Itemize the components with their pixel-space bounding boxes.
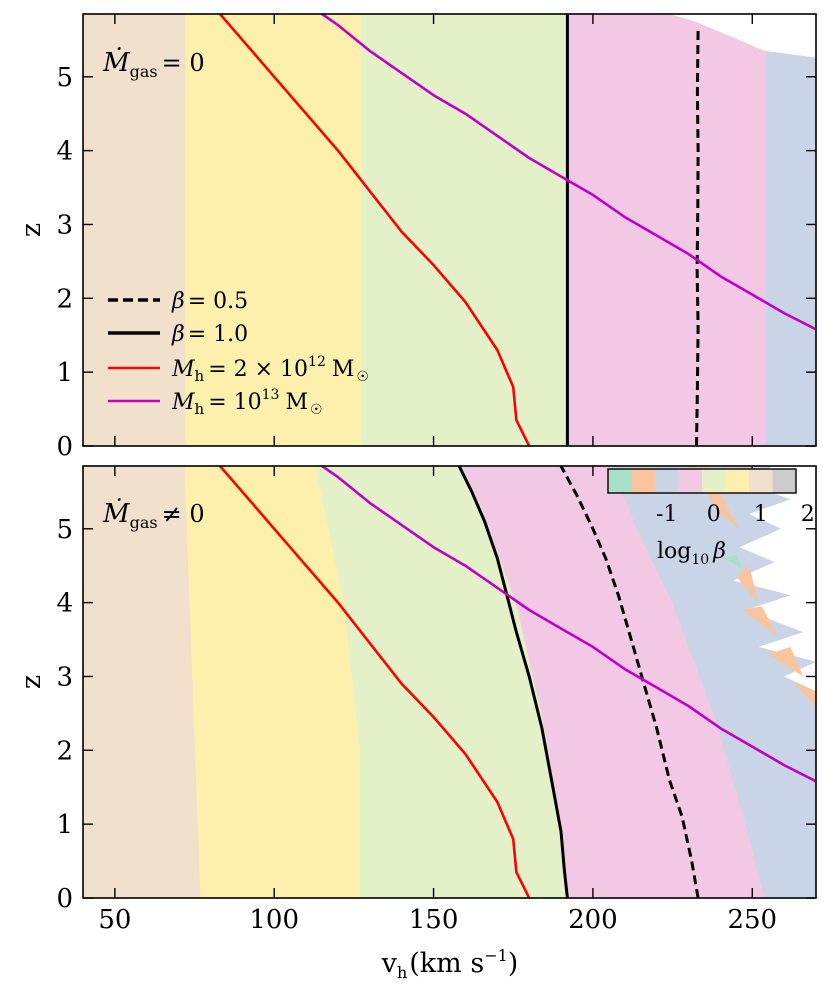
bottom-series-mh-1e13 (321, 466, 816, 783)
colorbar-cell (772, 469, 797, 493)
bottom-ytick-label: 1 (56, 810, 73, 840)
colorbar-tick-label: -1 (656, 502, 677, 527)
bottom-teal-patch (723, 554, 743, 570)
top-beta-bands (83, 14, 816, 446)
top-ytick-label: 3 (56, 210, 73, 240)
bottom-series-beta-10 (457, 466, 569, 898)
legend-label-beta-10: β = 1.0 (171, 322, 248, 347)
bottom-panel: 0 1 2 3 4 5 50 100 150 200 250 Ṁgas ≠ 0 -1 0 1 2 log10… (56, 465, 817, 935)
bottom-ytick-label: 4 (56, 589, 73, 619)
legend: β = 0.5 β = 1.0 Mh = 2 × 1012 M ☉ Mh = 1013 M ☉ (108, 289, 369, 418)
bottom-xtick-label: 200 (568, 905, 618, 935)
xlabel: vh(km s−1) (381, 946, 519, 982)
bottom-beta-bands (83, 466, 816, 898)
bottom-band-0 (83, 466, 202, 898)
top-panel: 0 1 2 3 4 5 Ṁgas = 0 β = 0.5 β = 1.0 Mh = 2 × 101… (56, 13, 817, 462)
legend-label-mh-2e12: Mh = 2 × 1012 M ☉ (171, 354, 369, 385)
colorbar: -1 0 1 2 log10 β (607, 468, 815, 568)
bottom-annotation: Ṁgas ≠ 0 (102, 498, 205, 532)
top-ytick-label: 0 (56, 432, 73, 462)
bottom-ylabel: z (16, 675, 47, 689)
colorbar-cells (608, 469, 797, 493)
top-ylabel: z (16, 223, 47, 237)
top-curves (219, 14, 816, 446)
colorbar-tick-label: 1 (754, 502, 768, 527)
colorbar-tick-labels: -1 0 1 2 (656, 502, 815, 527)
bottom-high-beta-patch-4 (790, 680, 816, 706)
top-ytick-label: 4 (56, 137, 73, 167)
top-band-1 (566, 14, 766, 446)
bottom-ytick-label: 5 (56, 515, 73, 545)
top-band-4 (83, 14, 186, 446)
colorbar-cell (631, 469, 656, 493)
bottom-ytick-label: 0 (56, 884, 73, 914)
bottom-frame (82, 465, 817, 899)
bottom-xtick-label: 250 (727, 905, 777, 935)
top-annotation: Ṁgas = 0 (102, 47, 205, 81)
colorbar-cell (749, 469, 773, 493)
bottom-high-beta-patch-3 (768, 646, 804, 677)
top-ytick-label: 5 (56, 63, 73, 93)
colorbar-label: log10 β (657, 539, 726, 568)
top-series-mh-2e12 (219, 14, 531, 446)
top-series-mh-1e13 (321, 14, 816, 331)
top-band-2 (359, 14, 568, 446)
bottom-blank-region (733, 466, 816, 692)
bottom-xtick-label: 50 (98, 905, 131, 935)
colorbar-tick-label: 0 (707, 502, 721, 527)
bottom-high-beta-patch-1 (736, 565, 759, 603)
bottom-curves (219, 466, 816, 898)
bottom-xtick-label: 150 (409, 905, 459, 935)
bottom-ticks: 0 1 2 3 4 5 50 100 150 200 250 (56, 466, 816, 935)
top-series-beta-05 (695, 28, 700, 446)
bottom-xtick-label: 100 (249, 905, 299, 935)
colorbar-tick-label: 2 (801, 502, 815, 527)
top-frame (82, 13, 817, 447)
colorbar-cell (655, 469, 679, 493)
top-ytick-label: 1 (56, 358, 73, 388)
bottom-high-beta-patch-2 (742, 606, 778, 636)
colorbar-cell (725, 469, 750, 493)
bottom-series-beta-05 (559, 466, 700, 898)
bottom-ytick-label: 3 (56, 662, 73, 692)
colorbar-cell (678, 469, 703, 493)
colorbar-cell (702, 469, 726, 493)
legend-label-mh-1e13: Mh = 1013 M ☉ (171, 387, 323, 418)
colorbar-cell (608, 469, 632, 493)
top-blank-region (669, 14, 816, 58)
top-ticks: 0 1 2 3 4 5 (56, 14, 816, 462)
colorbar-frame (607, 468, 797, 494)
bottom-ytick-label: 2 (56, 736, 73, 766)
top-ytick-label: 2 (56, 284, 73, 314)
top-band-0 (764, 14, 816, 446)
bottom-series-mh-2e12 (219, 466, 531, 898)
legend-label-beta-05: β = 0.5 (171, 289, 248, 314)
